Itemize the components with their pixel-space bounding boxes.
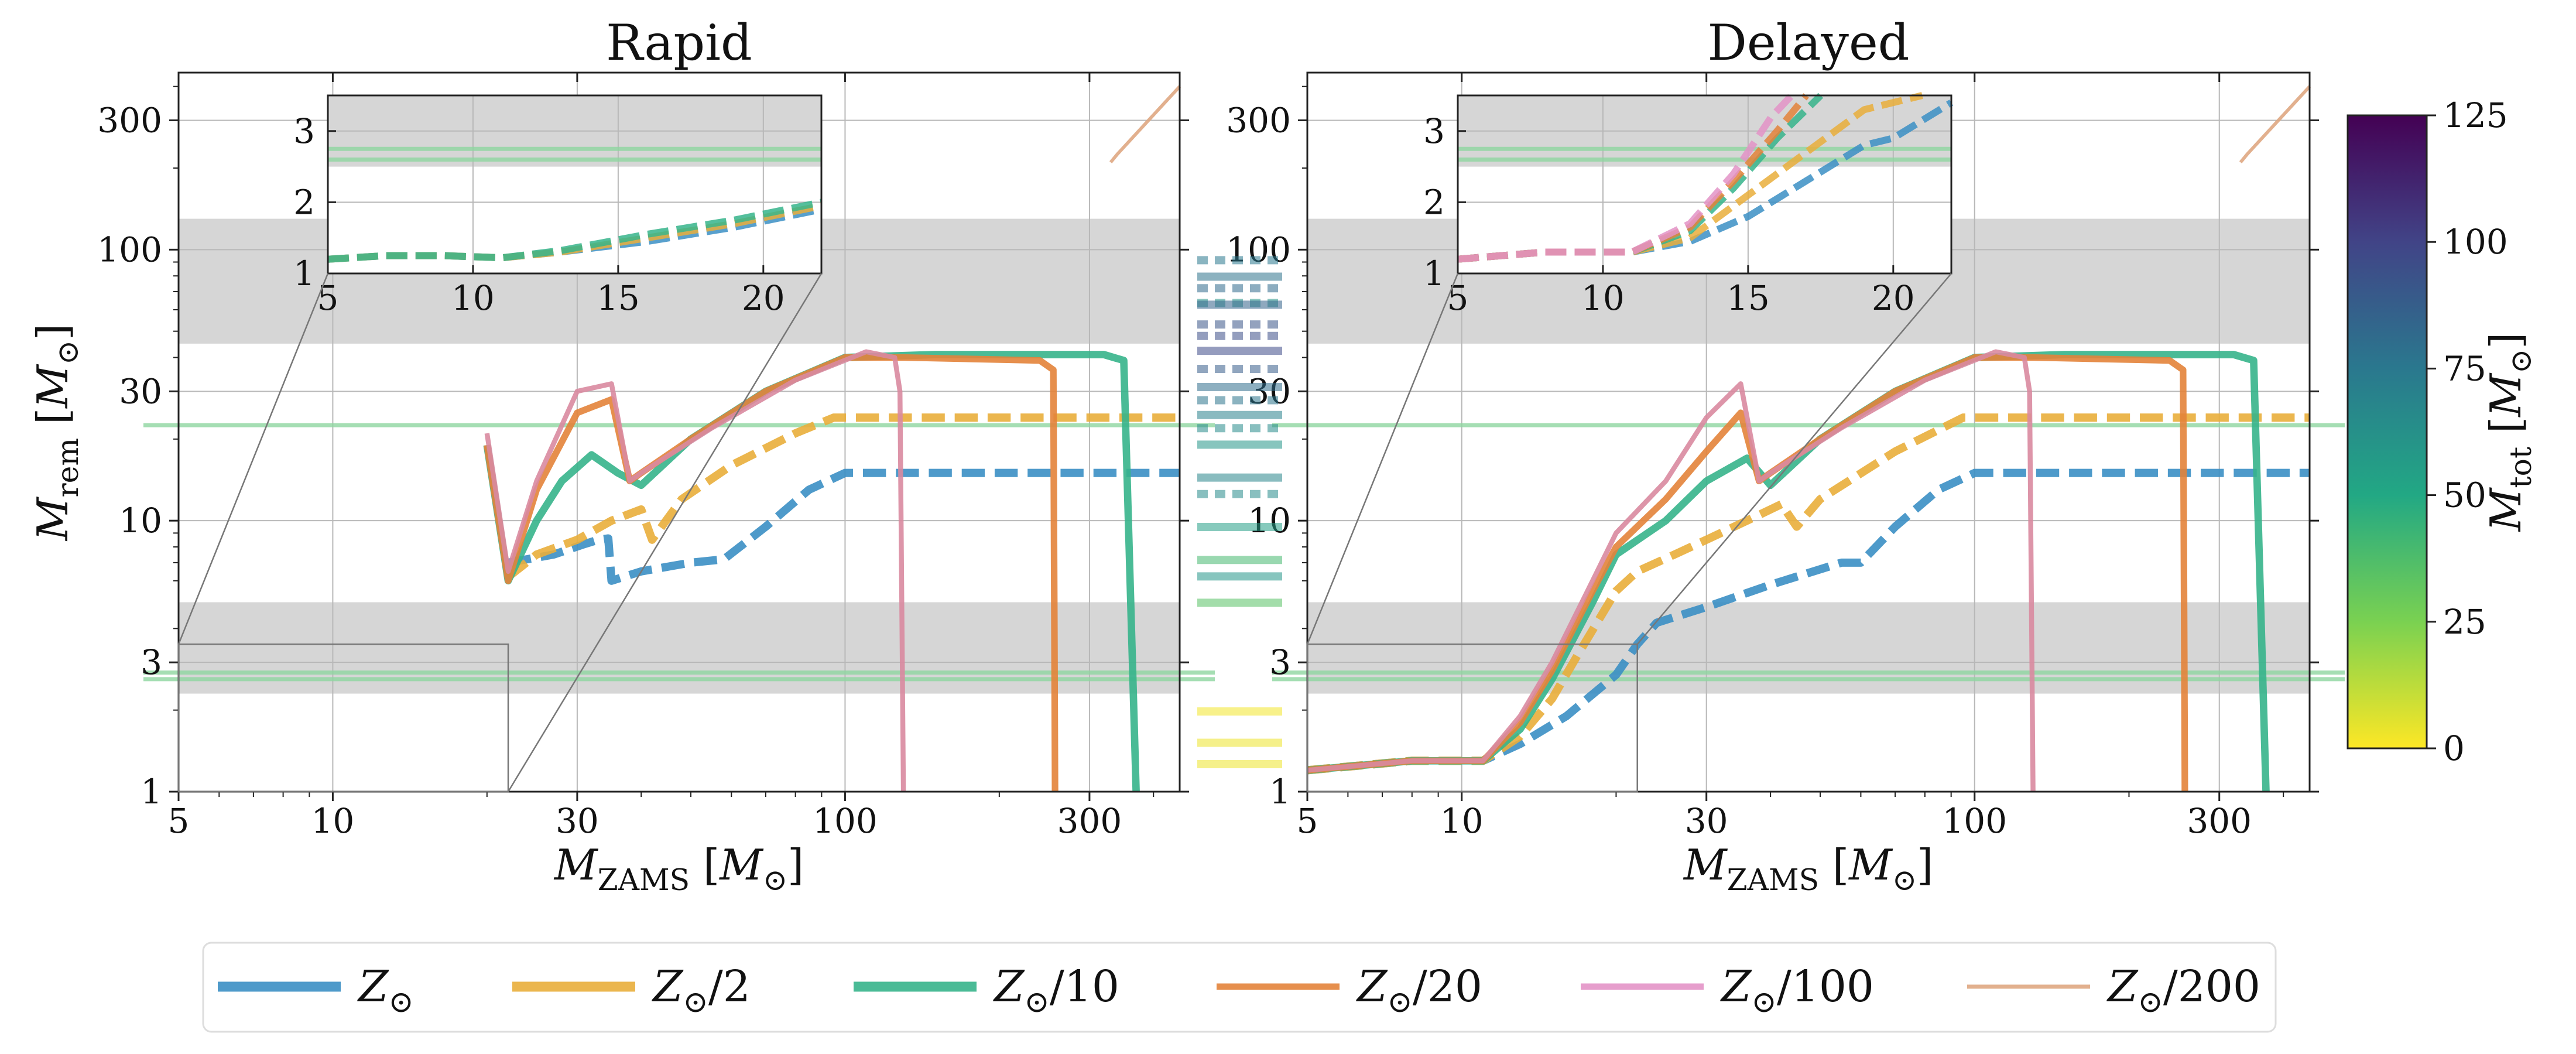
x-tick-label: 30 <box>556 801 599 841</box>
inset-series-line <box>1457 100 1954 263</box>
y-tick-label: 100 <box>97 230 162 269</box>
inset-x-tick-label: 5 <box>317 278 339 318</box>
series-line <box>2239 85 2311 163</box>
inset-x-tick-label: 10 <box>451 278 495 318</box>
colorbar-tick-label: 25 <box>2443 602 2486 642</box>
colorbar: 0 25 50 75 100 125 Mtot [M⊙] <box>2347 95 2538 768</box>
legend-label: Z⊙/100 <box>1720 961 1874 1020</box>
zoom-connector <box>1636 273 1952 645</box>
colorbar-tick-label: 125 <box>2443 95 2508 135</box>
inset-frame <box>327 94 823 275</box>
legend-label: Z⊙/2 <box>652 961 751 1020</box>
series-line <box>1307 349 2036 792</box>
x-tick-label: 10 <box>1440 801 1484 841</box>
x-tick-label: 100 <box>813 801 878 841</box>
inset-x-tick-label: 15 <box>597 278 640 318</box>
inset-frame <box>1457 94 1952 275</box>
inset-y-tick-label: 2 <box>1423 182 1445 222</box>
y-tick-label: 3 <box>1269 642 1291 682</box>
series-line <box>1307 351 2270 792</box>
colorbar-tick-label: 100 <box>2443 222 2508 262</box>
y-tick-label: 30 <box>119 371 162 411</box>
series-line <box>483 351 1140 792</box>
y-tick-label: 300 <box>97 101 162 141</box>
y-tick-label: 30 <box>1248 371 1291 411</box>
colorbar-gradient <box>2347 114 2428 750</box>
inset-x-tick-label: 20 <box>1872 278 1915 318</box>
x-tick-label: 30 <box>1685 801 1728 841</box>
legend-label: Z⊙/20 <box>1356 961 1482 1020</box>
y-tick-label: 10 <box>1248 501 1291 540</box>
legend-label: Z⊙/10 <box>993 961 1119 1020</box>
panel-rapid: 5 10 30 100 300 1 3 10 30 100 300 Rapid MZAMS [M⊙] Mr… <box>28 14 1215 897</box>
plot-frame <box>177 71 1181 793</box>
series-line <box>484 349 906 792</box>
legend-label: Z⊙/200 <box>2106 961 2260 1020</box>
y-tick-label: 10 <box>119 501 162 540</box>
series-line <box>1307 354 2188 792</box>
colorbar-label: Mtot [M⊙] <box>2481 333 2538 533</box>
x-tick-label: 100 <box>1942 801 2007 841</box>
zoom-connector <box>1306 273 1459 645</box>
x-tick-label: 5 <box>168 801 190 841</box>
zoom-region <box>177 643 509 793</box>
legend: Z⊙ Z⊙/2 Z⊙/10 Z⊙/20 Z⊙/100 Z⊙/200 <box>202 942 2277 1033</box>
colorbar-tick-label: 0 <box>2443 728 2465 768</box>
inset-x-tick-label: 15 <box>1727 278 1770 318</box>
inset-x-tick-label: 20 <box>742 278 785 318</box>
zoom-connector <box>507 273 823 792</box>
y-tick-label: 1 <box>1269 772 1291 812</box>
inset-series-line <box>1457 93 1794 263</box>
series-line <box>1109 85 1181 163</box>
series-line <box>1307 468 2310 775</box>
zoom-connector <box>177 273 329 645</box>
plot-frame <box>1306 71 2311 793</box>
series-line <box>507 468 1180 585</box>
x-axis-label: MZAMS [M⊙] <box>553 840 804 897</box>
gw-marker-column <box>1197 256 1282 768</box>
inset-y-tick-label: 2 <box>293 182 315 222</box>
colorbar-tick-label: 50 <box>2443 475 2486 515</box>
y-tick-label: 3 <box>141 642 162 682</box>
inset-x-tick-label: 5 <box>1447 278 1469 318</box>
inset-y-tick-label: 3 <box>293 111 315 151</box>
panel-title: Rapid <box>606 14 752 71</box>
panel-title: Delayed <box>1708 14 1910 71</box>
inset-y-tick-label: 3 <box>1423 111 1445 151</box>
inset-series-line <box>327 199 823 263</box>
series-line <box>505 413 1180 580</box>
y-axis-label: Mrem [M⊙] <box>28 324 85 542</box>
colorbar-tick-label: 75 <box>2443 348 2486 388</box>
x-tick-label: 10 <box>311 801 355 841</box>
y-tick-label: 300 <box>1226 101 1291 141</box>
zoom-region <box>1306 643 1638 793</box>
series-line <box>484 354 1059 792</box>
y-tick-label: 1 <box>141 772 162 812</box>
x-tick-label: 300 <box>2187 801 2252 841</box>
inset-x-tick-label: 10 <box>1581 278 1625 318</box>
inset-1: 5 10 15 20 1 2 3 <box>1423 92 1954 318</box>
x-tick-label: 5 <box>1297 801 1318 841</box>
series-line <box>1307 413 2310 775</box>
inset-y-tick-label: 1 <box>293 254 315 293</box>
legend-label: Z⊙ <box>357 961 414 1020</box>
x-tick-label: 300 <box>1057 801 1122 841</box>
x-axis-label: MZAMS [M⊙] <box>1683 840 1933 897</box>
inset-0: 5 10 15 20 1 2 3 <box>293 94 823 318</box>
inset-y-tick-label: 1 <box>1423 254 1445 293</box>
